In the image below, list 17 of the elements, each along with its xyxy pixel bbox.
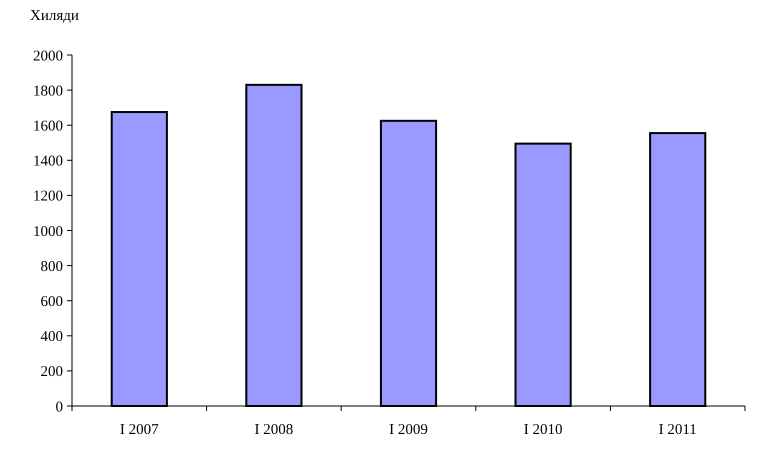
y-tick-label: 800 [40,258,63,275]
y-tick-label: 400 [40,329,63,346]
y-tick-label: 1800 [33,83,63,100]
x-tick-label: I 2008 [254,422,294,438]
x-tick-label: I 2011 [658,422,697,438]
y-tick-label: 2000 [33,48,63,64]
y-tick-label: 200 [40,364,63,380]
y-tick-label: 1000 [33,224,63,240]
y-tick-label: 1400 [33,154,63,170]
y-axis-title: Хиляди [30,8,79,24]
y-tick-label: 0 [56,399,63,416]
x-tick-label: I 2007 [120,422,160,438]
x-tick-label: I 2010 [524,422,562,438]
y-tick-label: 1200 [33,188,63,205]
x-tick-label: I 2009 [389,422,428,438]
y-tick-label: 1600 [33,118,63,134]
y-tick-label: 600 [40,294,63,310]
